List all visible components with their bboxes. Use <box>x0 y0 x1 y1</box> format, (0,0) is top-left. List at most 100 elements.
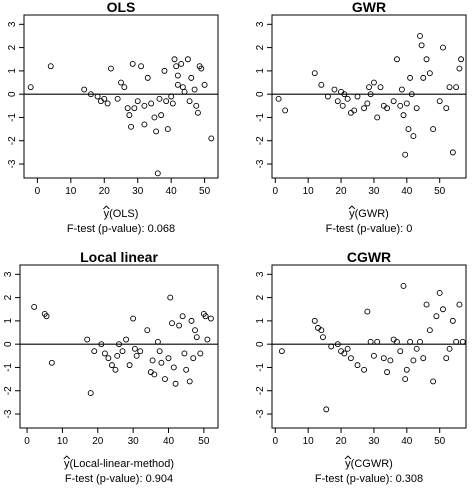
data-point <box>197 350 204 357</box>
x-tick-label: 30 <box>128 436 140 447</box>
data-point <box>186 378 193 385</box>
data-point <box>114 95 121 102</box>
data-point <box>173 63 180 70</box>
y-tick-label: -3 <box>7 159 18 168</box>
data-point <box>407 338 414 345</box>
data-point <box>311 317 318 324</box>
data-point <box>318 327 325 334</box>
f-test-note: F-test (p-value): 0.308 <box>315 473 423 485</box>
data-point <box>167 294 174 301</box>
data-point <box>31 303 38 310</box>
data-point <box>131 345 138 352</box>
data-point <box>190 355 197 362</box>
data-point <box>148 100 155 107</box>
x-tick-label: 30 <box>132 186 144 197</box>
data-point <box>453 84 460 91</box>
data-point <box>130 315 137 322</box>
data-point <box>154 170 161 177</box>
data-point <box>443 355 450 362</box>
data-point <box>400 283 407 289</box>
data-point <box>170 364 177 371</box>
x-axis-label-rest: (GWR) <box>355 208 389 220</box>
data-point <box>174 72 181 79</box>
data-point <box>153 128 160 135</box>
data-point <box>344 95 351 102</box>
data-point <box>149 357 156 364</box>
data-point <box>94 93 101 100</box>
data-point <box>164 126 171 133</box>
data-point <box>278 348 285 355</box>
hat-accent-icon <box>103 205 110 210</box>
data-point <box>129 60 136 67</box>
data-point <box>176 322 183 329</box>
x-tick-label: 10 <box>57 436 69 447</box>
data-point <box>126 362 133 369</box>
data-point <box>101 350 108 357</box>
data-point <box>161 67 168 74</box>
data-point <box>420 74 427 81</box>
data-point <box>423 56 430 63</box>
data-point <box>112 366 119 373</box>
y-tick-label: -2 <box>7 136 18 145</box>
f-test-note: F-test (p-value): 0 <box>326 223 413 235</box>
data-point <box>104 100 111 107</box>
data-point <box>202 313 209 320</box>
data-point <box>156 95 163 102</box>
data-point <box>370 352 377 359</box>
data-point <box>144 74 151 81</box>
data-point <box>430 378 437 385</box>
data-point <box>137 348 144 355</box>
data-point <box>131 105 138 112</box>
data-point <box>320 334 326 341</box>
data-point <box>188 74 195 81</box>
data-point <box>347 355 354 362</box>
data-point <box>181 88 188 95</box>
x-tick-label: 40 <box>401 186 413 197</box>
x-tick-label: 20 <box>335 186 347 197</box>
data-point <box>426 327 433 334</box>
data-point <box>446 345 453 352</box>
plot-frame <box>19 264 219 429</box>
panel-3: CGWR 0 10 20 30 40 50 -3 -2 -1 0 1 2 3 y(CGWR) F-test (… <box>255 249 467 485</box>
x-tick-label: 20 <box>335 436 347 447</box>
data-point <box>87 91 94 98</box>
data-point <box>144 327 151 334</box>
y-tick-label: 3 <box>255 21 266 27</box>
hat-accent-icon <box>344 455 352 460</box>
x-tick-label: 10 <box>65 186 77 197</box>
f-test-note: F-test (p-value): 0.904 <box>65 473 173 485</box>
data-point <box>188 317 195 324</box>
x-axis-label-rest: (OLS) <box>109 208 138 220</box>
data-point <box>364 308 371 315</box>
data-point <box>27 84 34 91</box>
data-point <box>413 345 420 352</box>
data-point <box>456 301 463 308</box>
data-point <box>402 376 409 383</box>
data-point <box>436 98 443 105</box>
y-tick-label: 2 <box>3 294 14 300</box>
data-point <box>328 343 335 350</box>
data-point <box>408 91 415 98</box>
data-point <box>341 91 348 98</box>
data-point <box>397 348 404 355</box>
panel-title: OLS <box>107 0 136 15</box>
x-axis-label-y: y <box>64 458 70 470</box>
data-point <box>403 100 410 107</box>
data-point <box>138 63 145 70</box>
data-point <box>47 63 54 70</box>
x-tick-label: 40 <box>163 436 175 447</box>
y-tick-label: 0 <box>3 341 14 347</box>
data-point <box>128 123 134 130</box>
x-tick-label: 0 <box>273 436 279 447</box>
data-point <box>87 390 94 397</box>
data-point <box>430 126 437 133</box>
data-point <box>105 355 112 362</box>
data-point <box>426 70 433 77</box>
x-axis-label-rest: (Local-linear-method) <box>69 458 174 470</box>
y-tick-label: -3 <box>255 159 266 168</box>
data-point <box>398 86 405 93</box>
hat-accent-icon <box>348 205 356 210</box>
data-point <box>116 341 122 348</box>
data-point <box>172 380 179 387</box>
